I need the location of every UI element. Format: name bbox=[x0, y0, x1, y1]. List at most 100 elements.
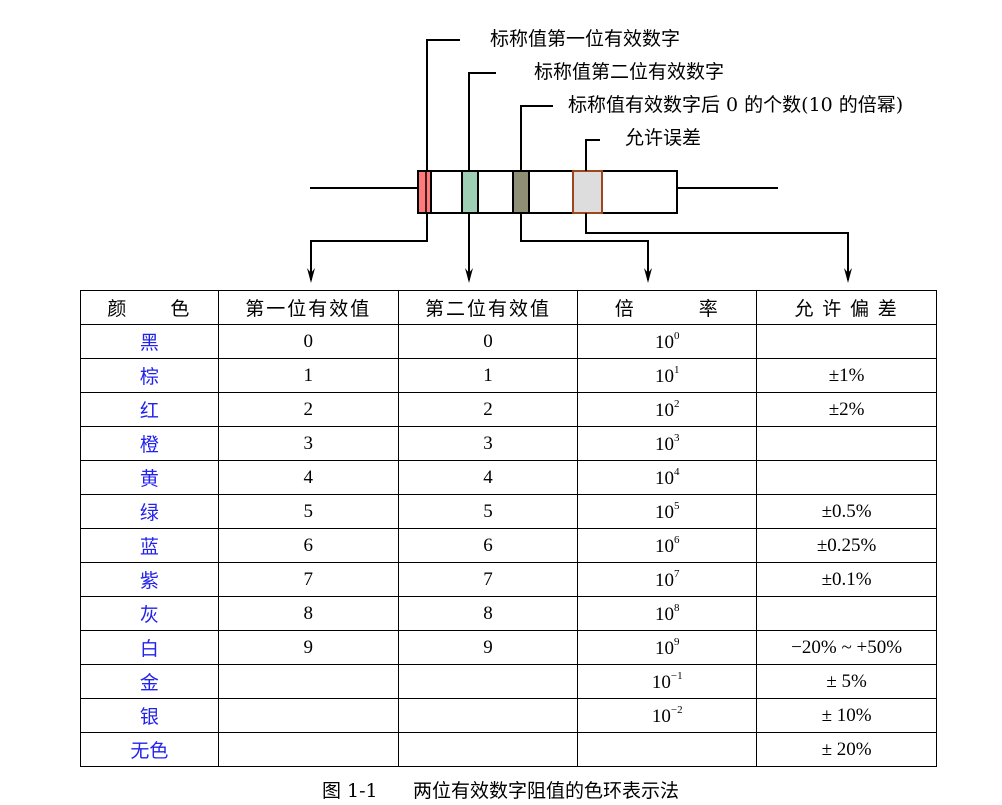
cell-multiplier bbox=[577, 732, 758, 767]
cell-second-digit: 9 bbox=[397, 630, 579, 665]
caption-number: 图 1-1 bbox=[322, 780, 378, 802]
cell-multiplier: 104 bbox=[577, 460, 758, 495]
arrow-down-icon bbox=[465, 268, 473, 283]
arrow-down-icon bbox=[307, 268, 315, 283]
table-row: 棕 1 1 101 ±1% bbox=[80, 358, 937, 393]
cell-second-digit bbox=[397, 664, 579, 699]
cell-color: 无色 bbox=[80, 732, 219, 767]
leader-multiplier-up bbox=[520, 105, 553, 171]
leader-first-down bbox=[310, 213, 428, 280]
cell-first-digit: 1 bbox=[217, 358, 399, 393]
cell-tolerance bbox=[756, 460, 937, 495]
cell-multiplier: 10−2 bbox=[577, 698, 758, 733]
caption-text: 两位有效数字阻值的色环表示法 bbox=[413, 780, 680, 802]
multiplier-exponent: 9 bbox=[674, 635, 680, 648]
cell-tolerance: −20% ~ +50% bbox=[756, 630, 937, 665]
leader-second-up bbox=[468, 72, 496, 171]
cell-tolerance: ±1% bbox=[756, 358, 937, 393]
label-first-digit: 标称值第一位有效数字 bbox=[490, 28, 681, 50]
table-row: 白 9 9 109 −20% ~ +50% bbox=[80, 630, 937, 665]
cell-color: 棕 bbox=[80, 358, 219, 393]
cell-tolerance: ± 20% bbox=[756, 732, 937, 767]
cell-tolerance bbox=[756, 426, 937, 461]
table-row: 无色 ± 20% bbox=[80, 732, 937, 767]
leader-first-up bbox=[426, 39, 460, 171]
cell-first-digit: 6 bbox=[217, 528, 399, 563]
multiplier-exponent: −2 bbox=[670, 703, 683, 716]
multiplier-exponent: 7 bbox=[674, 567, 680, 580]
multiplier-exponent: 3 bbox=[674, 431, 680, 444]
multiplier-base: 10 bbox=[655, 467, 675, 489]
cell-second-digit: 2 bbox=[397, 392, 579, 427]
cell-tolerance: ±0.5% bbox=[756, 494, 937, 529]
multiplier-exponent: 0 bbox=[674, 329, 680, 342]
multiplier-exponent: 5 bbox=[674, 499, 680, 512]
cell-tolerance: ±0.1% bbox=[756, 562, 937, 597]
cell-color: 橙 bbox=[80, 426, 219, 461]
cell-color: 紫 bbox=[80, 562, 219, 597]
cell-second-digit: 3 bbox=[397, 426, 579, 461]
cell-first-digit: 0 bbox=[217, 324, 399, 359]
cell-first-digit: 4 bbox=[217, 460, 399, 495]
multiplier-exponent: −1 bbox=[670, 669, 683, 682]
arrow-down-icon bbox=[644, 268, 652, 283]
band-tolerance bbox=[572, 170, 603, 214]
multiplier-exponent: 2 bbox=[674, 397, 680, 410]
label-multiplier: 标称值有效数字后 0 的个数(10 的倍幂) bbox=[568, 94, 904, 116]
cell-color: 白 bbox=[80, 630, 219, 665]
cell-color: 黄 bbox=[80, 460, 219, 495]
cell-color: 灰 bbox=[80, 596, 219, 631]
multiplier-exponent: 4 bbox=[674, 465, 680, 478]
cell-multiplier: 106 bbox=[577, 528, 758, 563]
multiplier-base: 10 bbox=[655, 365, 675, 387]
multiplier-base: 10 bbox=[655, 637, 675, 659]
multiplier-base: 10 bbox=[655, 535, 675, 557]
header-multiplier: 倍 率 bbox=[577, 290, 758, 325]
cell-second-digit: 6 bbox=[397, 528, 579, 563]
cell-multiplier: 101 bbox=[577, 358, 758, 393]
multiplier-exponent: 8 bbox=[674, 601, 680, 614]
header-color: 颜 色 bbox=[80, 290, 219, 325]
cell-tolerance: ±0.25% bbox=[756, 528, 937, 563]
cell-second-digit bbox=[397, 698, 579, 733]
cell-color: 蓝 bbox=[80, 528, 219, 563]
cell-second-digit bbox=[397, 732, 579, 767]
cell-multiplier: 109 bbox=[577, 630, 758, 665]
cell-multiplier: 103 bbox=[577, 426, 758, 461]
arrow-down-icon bbox=[844, 268, 852, 283]
cell-second-digit: 4 bbox=[397, 460, 579, 495]
multiplier-base: 10 bbox=[655, 603, 675, 625]
cell-first-digit: 3 bbox=[217, 426, 399, 461]
multiplier-base: 10 bbox=[655, 399, 675, 421]
cell-multiplier: 105 bbox=[577, 494, 758, 529]
leader-tolerance-up bbox=[585, 139, 600, 171]
cell-first-digit bbox=[217, 732, 399, 767]
multiplier-base: 10 bbox=[655, 331, 675, 353]
cell-second-digit: 0 bbox=[397, 324, 579, 359]
cell-color: 黑 bbox=[80, 324, 219, 359]
multiplier-exponent: 1 bbox=[674, 363, 680, 376]
cell-tolerance bbox=[756, 596, 937, 631]
cell-first-digit: 8 bbox=[217, 596, 399, 631]
multiplier-base: 10 bbox=[651, 705, 671, 727]
band-multiplier bbox=[512, 170, 530, 214]
leader-multiplier-down bbox=[520, 213, 649, 280]
cell-second-digit: 1 bbox=[397, 358, 579, 393]
resistor-body bbox=[417, 170, 678, 214]
label-second-digit: 标称值第二位有效数字 bbox=[534, 61, 725, 83]
cell-tolerance: ± 10% bbox=[756, 698, 937, 733]
table-row: 红 2 2 102 ±2% bbox=[80, 392, 937, 427]
cell-multiplier: 108 bbox=[577, 596, 758, 631]
cell-color: 绿 bbox=[80, 494, 219, 529]
table-row: 黄 4 4 104 bbox=[80, 460, 937, 495]
cell-first-digit: 7 bbox=[217, 562, 399, 597]
cell-tolerance bbox=[756, 324, 937, 359]
band-first bbox=[417, 170, 432, 214]
header-tolerance: 允 许 偏 差 bbox=[756, 290, 937, 325]
table-row: 银 10−2 ± 10% bbox=[80, 698, 937, 733]
cell-multiplier: 107 bbox=[577, 562, 758, 597]
cell-first-digit: 5 bbox=[217, 494, 399, 529]
table-row: 绿 5 5 105 ±0.5% bbox=[80, 494, 937, 529]
multiplier-base: 10 bbox=[655, 569, 675, 591]
